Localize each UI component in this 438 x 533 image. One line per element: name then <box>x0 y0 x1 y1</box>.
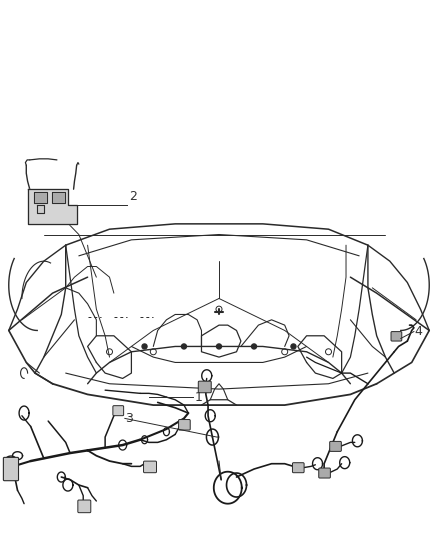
Circle shape <box>251 344 257 349</box>
Circle shape <box>142 344 147 349</box>
Polygon shape <box>34 192 47 203</box>
FancyBboxPatch shape <box>78 500 91 513</box>
FancyBboxPatch shape <box>293 463 304 473</box>
FancyBboxPatch shape <box>4 457 18 481</box>
Text: 4: 4 <box>414 325 422 338</box>
Circle shape <box>216 344 222 349</box>
Text: 3: 3 <box>125 412 133 425</box>
FancyBboxPatch shape <box>198 381 211 393</box>
Circle shape <box>181 344 187 349</box>
FancyBboxPatch shape <box>144 461 156 473</box>
Polygon shape <box>37 205 44 213</box>
FancyBboxPatch shape <box>330 441 341 451</box>
FancyBboxPatch shape <box>319 468 330 478</box>
Circle shape <box>291 344 296 349</box>
Text: 1: 1 <box>195 391 203 403</box>
FancyBboxPatch shape <box>113 406 124 416</box>
FancyBboxPatch shape <box>391 332 402 341</box>
Text: 2: 2 <box>129 190 137 203</box>
FancyBboxPatch shape <box>179 419 190 430</box>
Polygon shape <box>28 189 77 224</box>
Polygon shape <box>52 192 65 203</box>
